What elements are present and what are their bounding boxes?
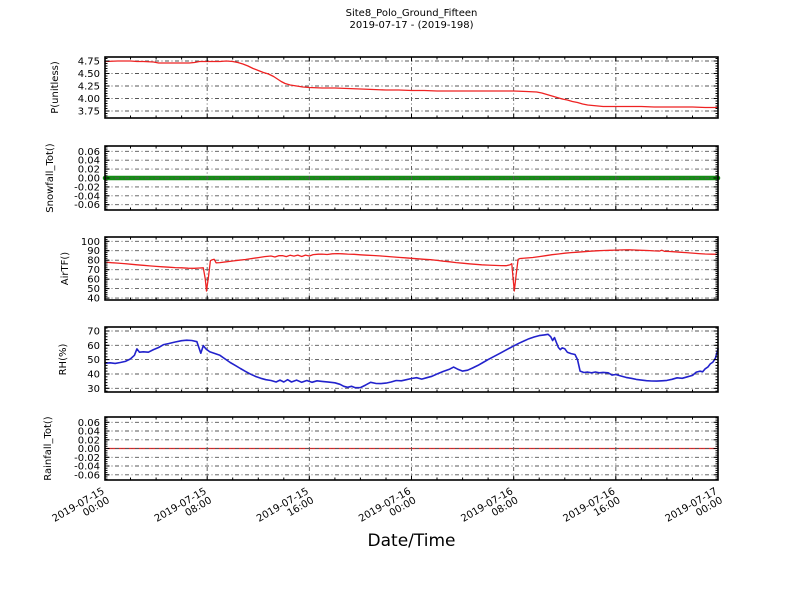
figure-subtitle: 2019-07-17 - (2019-198) <box>349 20 474 31</box>
svg-text:-0.02: -0.02 <box>74 453 100 464</box>
gridlines <box>104 327 719 392</box>
subplot-p-unitless: 4.754.50 4.254.00 3.75 P(unitless) <box>50 56 719 119</box>
svg-text:50: 50 <box>87 355 100 366</box>
subplot-snowfall: 0.060.040.020.00-0.02-0.04-0.06 Snowfall_… <box>45 143 721 213</box>
svg-text:40: 40 <box>87 294 100 305</box>
svg-text:2019-07-1508:00: 2019-07-1508:00 <box>153 486 214 534</box>
svg-text:60: 60 <box>87 275 100 286</box>
gridlines <box>104 57 719 118</box>
tick-marks <box>104 237 719 301</box>
svg-text:-0.06: -0.06 <box>74 200 100 211</box>
svg-text:2019-07-1608:00: 2019-07-1608:00 <box>459 486 520 534</box>
subplot-rh: 70 60 50 40 30 RH(%) <box>58 326 719 395</box>
svg-text:70: 70 <box>87 327 100 338</box>
svg-text:40: 40 <box>87 370 100 381</box>
svg-text:60: 60 <box>87 341 100 352</box>
airtf-series-line <box>104 249 719 292</box>
svg-text:70: 70 <box>87 265 100 276</box>
gridlines <box>104 417 719 480</box>
rainfall-ylabel: Rainfall_Tot() <box>43 416 54 481</box>
gridlines <box>104 146 719 210</box>
svg-text:2019-07-1700:00: 2019-07-1700:00 <box>664 486 725 534</box>
snowfall-ylabel: Snowfall_Tot() <box>45 143 56 213</box>
tick-marks <box>104 417 719 480</box>
svg-text:0.04: 0.04 <box>78 156 100 167</box>
subplot-rainfall: 0.060.040.020.00-0.02-0.04-0.06 Rainfall_… <box>43 416 725 534</box>
svg-text:-0.06: -0.06 <box>74 470 100 481</box>
svg-text:3.75: 3.75 <box>78 107 100 118</box>
rh-series-line <box>104 333 719 389</box>
y-tick-labels: 70 60 50 40 30 <box>87 327 100 395</box>
svg-text:0.06: 0.06 <box>78 418 100 429</box>
p-unitless-ylabel: P(unitless) <box>50 61 61 114</box>
tick-marks <box>104 57 719 118</box>
svg-text:0.02: 0.02 <box>78 165 100 176</box>
p-unitless-series-line <box>104 60 719 109</box>
svg-text:2019-07-1516:00: 2019-07-1516:00 <box>255 486 316 534</box>
y-tick-labels: 0.060.040.020.00-0.02-0.04-0.06 <box>74 147 100 211</box>
svg-text:4.25: 4.25 <box>78 82 100 93</box>
svg-text:-0.02: -0.02 <box>74 182 100 193</box>
figure-title: Site8_Polo_Ground_Fifteen <box>345 8 478 19</box>
svg-text:4.75: 4.75 <box>78 57 100 68</box>
svg-text:50: 50 <box>87 284 100 295</box>
svg-text:100: 100 <box>81 237 100 248</box>
x-tick-labels: 2019-07-1500:00 2019-07-1508:00 2019-07-15… <box>51 486 725 534</box>
x-axis-label: Date/Time <box>367 531 456 551</box>
svg-text:4.50: 4.50 <box>78 69 100 80</box>
svg-text:-0.04: -0.04 <box>74 462 100 473</box>
svg-text:0.00: 0.00 <box>78 444 100 455</box>
svg-text:-0.04: -0.04 <box>74 191 100 202</box>
svg-text:0.02: 0.02 <box>78 435 100 446</box>
svg-text:30: 30 <box>87 384 100 395</box>
svg-text:0.00: 0.00 <box>78 174 100 185</box>
tick-marks <box>104 146 719 210</box>
svg-text:4.00: 4.00 <box>78 94 100 105</box>
svg-text:0.04: 0.04 <box>78 427 100 438</box>
svg-text:90: 90 <box>87 246 100 257</box>
airtf-ylabel: AirTF() <box>60 252 71 285</box>
y-tick-labels: 0.060.040.020.00-0.02-0.04-0.06 <box>74 418 100 482</box>
rh-ylabel: RH(%) <box>58 344 69 376</box>
tick-marks <box>104 327 719 392</box>
svg-text:2019-07-1600:00: 2019-07-1600:00 <box>357 486 418 534</box>
svg-text:2019-07-1500:00: 2019-07-1500:00 <box>51 486 112 534</box>
svg-text:80: 80 <box>87 256 100 267</box>
svg-text:2019-07-1616:00: 2019-07-1616:00 <box>561 486 622 534</box>
svg-text:0.06: 0.06 <box>78 147 100 158</box>
y-tick-labels: 4.754.50 4.254.00 3.75 <box>78 57 100 118</box>
